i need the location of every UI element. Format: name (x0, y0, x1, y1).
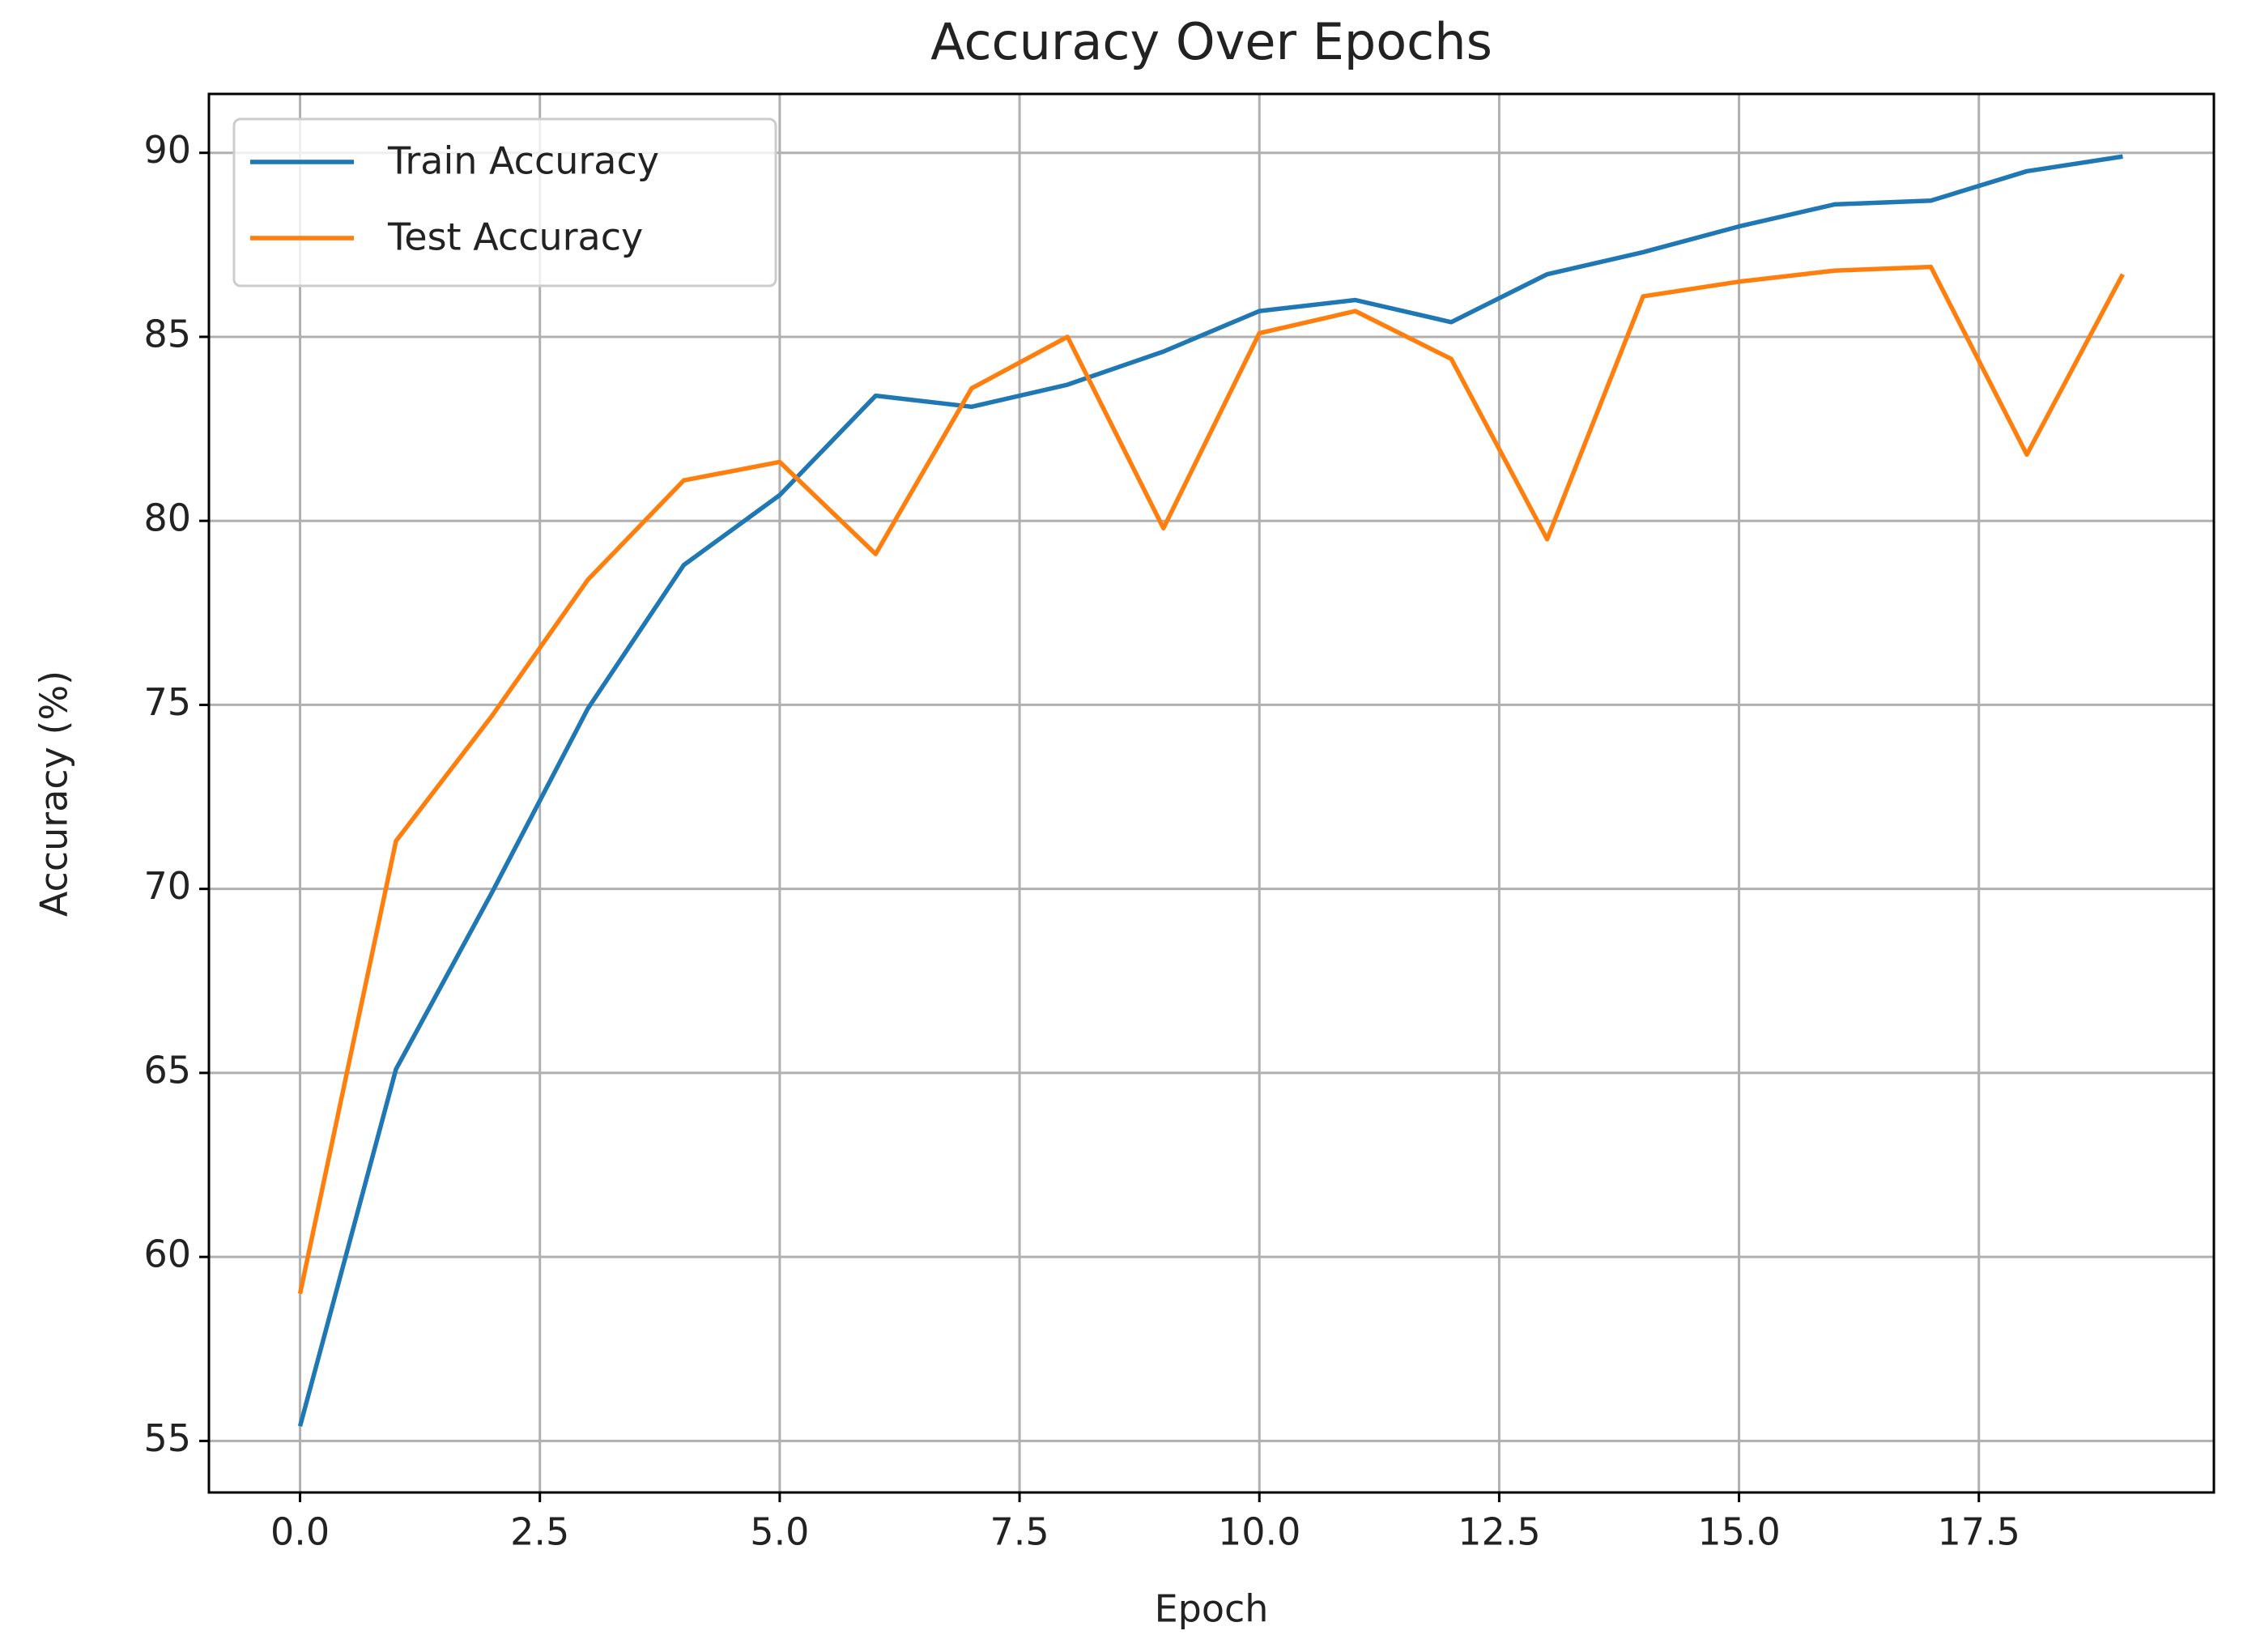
legend-label: Test Accuracy (387, 215, 643, 259)
plot-frame (207, 92, 2216, 1494)
legend-box (232, 117, 777, 287)
x-tick-label: 15.0 (1697, 1510, 1780, 1554)
x-axis-label: Epoch (1155, 1587, 1269, 1631)
x-tick-label: 2.5 (510, 1510, 569, 1554)
y-tick-label: 75 (143, 680, 191, 724)
data-line (297, 154, 2123, 1427)
x-tick-label: 5.0 (750, 1510, 809, 1554)
x-tick-label: 17.5 (1938, 1510, 2020, 1554)
chart-title: Accuracy Over Epochs (930, 12, 1492, 71)
x-tick-label: 12.5 (1458, 1510, 1540, 1554)
y-tick-label: 80 (143, 496, 191, 540)
y-tick-label: 85 (143, 312, 191, 356)
x-tick-label: 10.0 (1218, 1510, 1300, 1554)
x-tick-label: 7.5 (990, 1510, 1049, 1554)
y-tick-label: 70 (143, 864, 191, 908)
x-tick-label: 0.0 (270, 1510, 330, 1554)
y-tick-label: 90 (143, 128, 191, 172)
y-tick-label: 55 (143, 1416, 191, 1460)
data-line (297, 264, 2125, 1295)
legend-label: Train Accuracy (387, 139, 659, 183)
y-axis-label: Accuracy (%) (32, 671, 76, 917)
y-tick-label: 65 (143, 1048, 191, 1092)
y-tick-label: 60 (143, 1233, 191, 1276)
